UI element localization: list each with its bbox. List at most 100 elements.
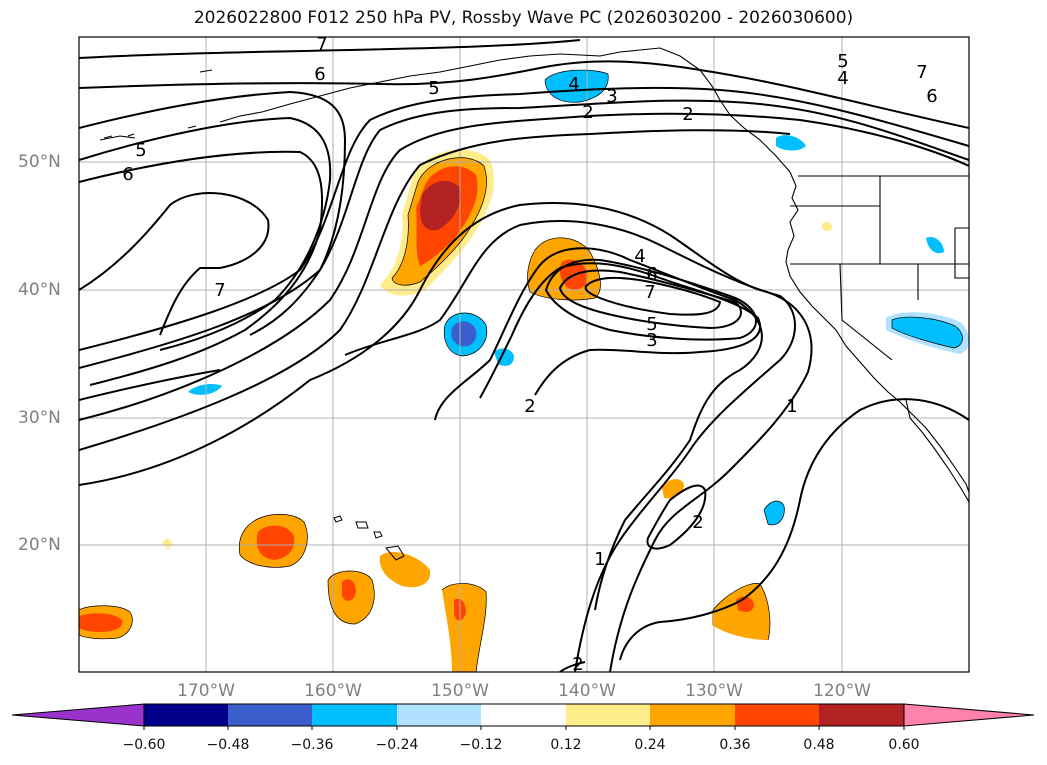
lon-label: 170°W: [177, 681, 235, 701]
lon-label: 130°W: [685, 681, 743, 701]
colorbar-extend-high: [903, 703, 1035, 727]
lon-label: 120°W: [813, 681, 871, 701]
contour-label: 5: [428, 78, 439, 99]
shading-layer: [79, 70, 969, 672]
colorbar-cell: [735, 704, 819, 726]
contour-label: 2: [524, 396, 535, 417]
colorbar-cell: [481, 704, 566, 726]
contour-label: 2: [582, 102, 593, 123]
contour-label: 6: [646, 264, 657, 285]
contour-label: 1: [786, 396, 797, 417]
colorbar-cell: [397, 704, 481, 726]
colorbar-cell: [312, 704, 397, 726]
contour: [79, 192, 270, 336]
colorbar-cell: [566, 704, 650, 726]
aleutian-island: [103, 125, 197, 139]
anomaly-negative: [776, 135, 806, 151]
anomaly-positive: [822, 221, 832, 231]
anomaly-positive: [379, 551, 431, 588]
bc-coast: [785, 171, 799, 263]
contour-label: 4: [837, 68, 848, 89]
anomaly-positive: [420, 180, 461, 231]
contour: [79, 369, 221, 401]
contour: [434, 247, 763, 611]
colorbar-cell: [228, 704, 312, 726]
contour-label: 5: [646, 314, 657, 335]
contour: [79, 129, 791, 451]
colorbar-tick-label: −0.60: [122, 737, 166, 753]
gridlines: [79, 37, 969, 672]
colorbar-tick-label: 0.12: [550, 737, 582, 753]
contour: [79, 39, 581, 59]
hawaii-island: [355, 521, 369, 529]
coastlines: [99, 47, 969, 503]
islands: [103, 125, 405, 561]
lat-label: 20°N: [18, 535, 61, 555]
anomaly-positive: [712, 583, 770, 640]
state-borders: [790, 176, 969, 361]
contour-label: 7: [644, 282, 655, 303]
colorbar-cell: [650, 704, 735, 726]
colorbar-tick-label: −0.24: [375, 737, 419, 753]
colorbar-extend-low: [11, 703, 145, 727]
us-west-coast: [785, 261, 969, 493]
anomaly-negative: [926, 236, 944, 254]
contour-label: 2: [692, 512, 703, 533]
contour-label: 6: [122, 164, 133, 185]
contour-label: 7: [916, 62, 927, 83]
contour-label: 6: [926, 86, 937, 107]
anomaly-positive: [342, 579, 356, 601]
colorbar-tick-label: 0.36: [719, 737, 751, 753]
contour: [79, 202, 813, 672]
anomaly-positive: [442, 583, 487, 672]
colorbar-tick-label: −0.12: [459, 737, 503, 753]
contour-label: 1: [594, 549, 605, 570]
lat-label: 30°N: [18, 408, 61, 428]
contour: [479, 262, 761, 399]
shading-outlines: [79, 69, 963, 672]
anomaly-negative: [764, 501, 785, 525]
lat-label: 40°N: [18, 280, 61, 300]
anomaly-negative: [451, 321, 477, 347]
contour: [79, 99, 969, 369]
contour-label: 4: [634, 246, 645, 267]
contour-label: 3: [646, 330, 657, 351]
colorbar-outline: [143, 703, 905, 727]
contour: [544, 258, 757, 341]
contour: [619, 398, 969, 661]
hawaii-island: [333, 515, 343, 523]
contour-label: 2: [682, 104, 693, 125]
anomaly-positive: [162, 538, 173, 550]
pv-contours: [79, 39, 969, 672]
anomaly-negative: [188, 384, 222, 395]
anomaly-positive: [79, 613, 123, 632]
contour: [558, 269, 742, 330]
lon-label: 140°W: [558, 681, 616, 701]
contour: [79, 116, 332, 351]
colorbar-tick-label: −0.36: [290, 737, 334, 753]
contour-label: 3: [606, 86, 617, 107]
lon-label: 150°W: [431, 681, 489, 701]
hawaii-island: [373, 531, 383, 539]
hawaii-island: [385, 545, 405, 561]
contour-label: 5: [135, 140, 146, 161]
map-title: 2026022800 F012 250 hPa PV, Rossby Wave …: [193, 8, 854, 28]
contour: [79, 112, 969, 421]
colorbar-tick-label: −0.48: [206, 737, 250, 753]
contour: [79, 60, 969, 129]
contour: [559, 661, 586, 672]
anomaly-negative: [545, 70, 609, 103]
colorbar-tick-label: 0.24: [634, 737, 666, 753]
contour: [344, 220, 796, 672]
contour-label: 6: [314, 64, 325, 85]
contour: [584, 276, 722, 316]
contour: [79, 90, 347, 336]
lat-label: 50°N: [18, 152, 61, 172]
contour: [79, 86, 969, 351]
contour-label: 7: [214, 280, 225, 301]
colorbar: [11, 703, 1035, 730]
colorbar-ticks: [143, 726, 905, 730]
contour: [646, 484, 707, 550]
